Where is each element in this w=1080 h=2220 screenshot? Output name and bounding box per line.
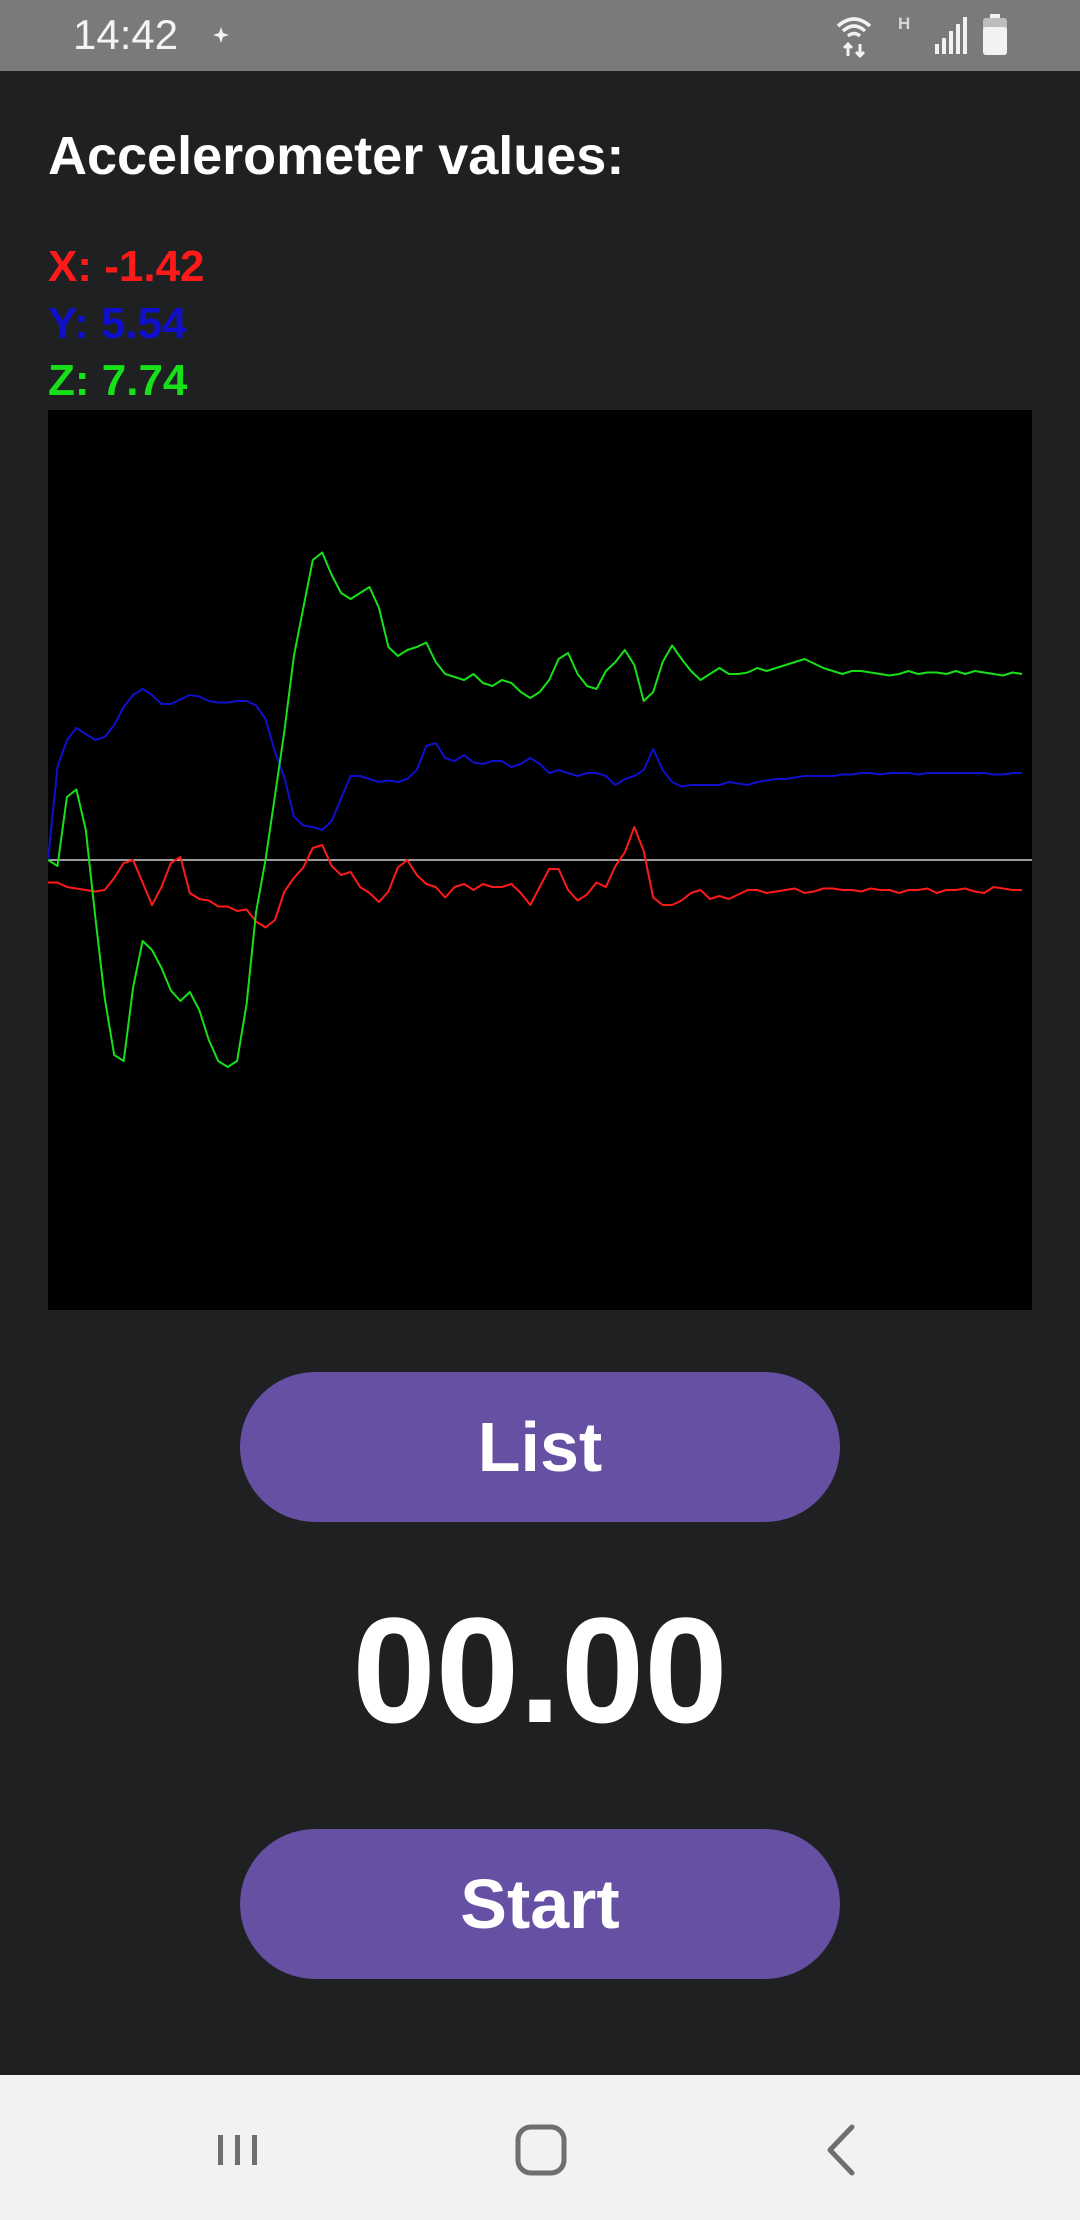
home-icon[interactable] bbox=[506, 2115, 576, 2185]
status-bar: 14:42 H bbox=[0, 0, 1080, 71]
x-value-readout: X: -1.42 bbox=[48, 242, 205, 291]
series-line-y bbox=[48, 688, 1022, 861]
series-line-z bbox=[48, 551, 1023, 1068]
series-line-x bbox=[48, 826, 1022, 929]
accelerometer-chart bbox=[48, 410, 1032, 1310]
signal-icon bbox=[935, 17, 967, 54]
recent-apps-icon[interactable] bbox=[203, 2115, 273, 2185]
status-time: 14:42 bbox=[73, 11, 179, 58]
timer-display: 00.00 bbox=[352, 1586, 728, 1754]
back-icon[interactable] bbox=[808, 2115, 878, 2185]
battery-icon bbox=[983, 14, 1007, 55]
page-title: Accelerometer values: bbox=[48, 126, 625, 186]
z-value-readout: Z: 7.74 bbox=[48, 356, 188, 405]
y-value-readout: Y: 5.54 bbox=[48, 299, 187, 348]
network-type: H bbox=[898, 14, 911, 33]
list-button[interactable]: List bbox=[240, 1372, 840, 1522]
wifi-icon bbox=[836, 17, 872, 58]
location-dot-icon bbox=[213, 27, 229, 43]
start-button[interactable]: Start bbox=[240, 1829, 840, 1979]
system-nav-bar bbox=[0, 2075, 1080, 2220]
chart-svg bbox=[48, 551, 1032, 1068]
